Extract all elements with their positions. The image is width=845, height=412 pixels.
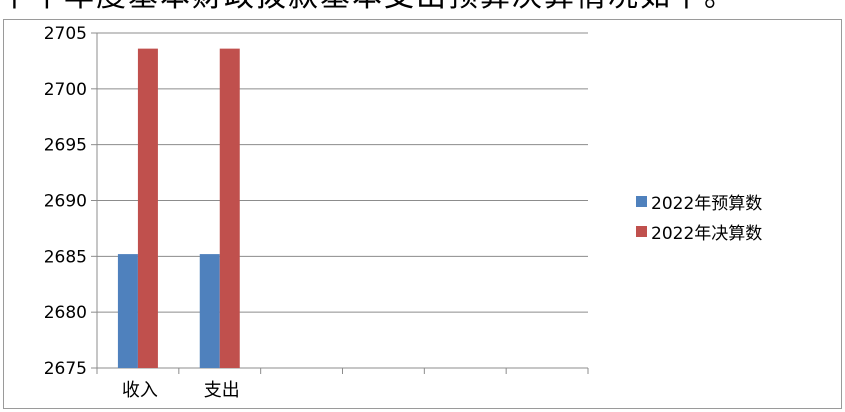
gridlines: [97, 32, 588, 313]
y-tick-label: 2690: [44, 192, 87, 212]
y-tick-label: 2695: [44, 136, 87, 156]
legend-item-budget: 2022年预算数: [636, 186, 762, 216]
legend-swatch-final: [636, 225, 647, 237]
bar-final-1: [219, 48, 240, 369]
y-tick-label: 2685: [44, 247, 87, 267]
axes: [91, 32, 589, 374]
y-tick-label: 2675: [44, 359, 87, 379]
axis-labels: 2675 2680 2685 2690 2695 2700 2705 收入 支出: [44, 24, 240, 401]
x-category-label: 收入: [122, 380, 158, 401]
y-tick-label: 2705: [44, 24, 87, 44]
y-tick-label: 2680: [44, 303, 87, 323]
chart-frame: [3, 19, 842, 409]
legend-label-final: 2022年决算数: [651, 223, 763, 244]
bar-budget-1: [199, 254, 220, 368]
bars: [117, 48, 240, 369]
legend-label-budget: 2022年预算数: [651, 193, 763, 214]
bar-budget-0: [117, 254, 138, 368]
y-tick-label: 2700: [44, 80, 87, 100]
x-category-label: 支出: [204, 380, 240, 401]
legend-swatch-budget: [636, 195, 647, 207]
cropped-heading-text: 下半年度基本财政拨款基本支出预算决算情况如下。: [0, 0, 845, 14]
legend: 2022年预算数 2022年决算数: [636, 186, 762, 246]
bar-final-0: [137, 48, 158, 369]
legend-item-final: 2022年决算数: [636, 216, 762, 246]
